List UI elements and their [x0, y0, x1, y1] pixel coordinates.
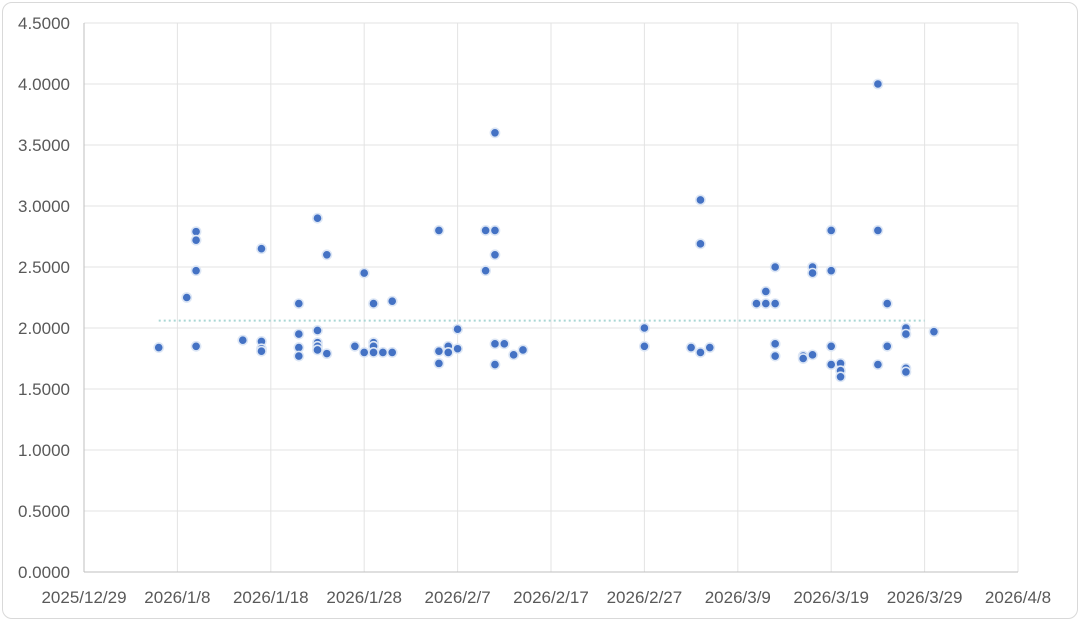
- data-point: [825, 265, 837, 277]
- data-point: [807, 267, 818, 279]
- data-point: [480, 224, 492, 236]
- data-point: [237, 334, 249, 346]
- data-point: [349, 340, 361, 352]
- data-point: [433, 345, 445, 357]
- y-tick-label: 3.5000: [18, 136, 70, 155]
- data-point: [639, 322, 650, 334]
- x-tick-label: 2026/3/9: [705, 588, 771, 607]
- data-point: [489, 338, 501, 350]
- data-point: [825, 359, 837, 370]
- data-point: [872, 359, 884, 370]
- y-tick-label: 0.5000: [18, 502, 70, 521]
- data-point: [881, 298, 893, 309]
- data-point: [256, 345, 267, 357]
- data-point: [312, 325, 323, 336]
- data-point: [900, 366, 912, 378]
- data-points: [153, 78, 940, 383]
- y-tick-label: 4.0000: [18, 75, 70, 94]
- data-point: [760, 298, 772, 309]
- y-tick-label: 2.5000: [18, 258, 70, 277]
- y-tick-labels: 0.0000 0.5000 1.0000 1.5000 2.0000 2.5000 3.00…: [18, 14, 70, 582]
- data-point: [256, 243, 267, 255]
- y-tick-label: 3.0000: [18, 197, 70, 216]
- y-tick-label: 1.5000: [18, 380, 70, 399]
- data-point: [190, 340, 202, 352]
- x-tick-label: 2026/1/28: [326, 588, 402, 607]
- y-tick-label: 1.0000: [18, 441, 70, 460]
- data-point: [498, 338, 510, 350]
- data-point: [312, 344, 323, 356]
- data-point: [489, 359, 501, 370]
- data-point: [825, 340, 837, 352]
- data-point: [358, 346, 370, 358]
- data-point: [489, 127, 501, 139]
- data-point: [293, 328, 305, 340]
- data-point: [489, 249, 501, 261]
- data-point: [872, 224, 884, 236]
- data-point: [807, 349, 818, 361]
- gridlines: [84, 22, 1019, 572]
- data-point: [769, 261, 781, 273]
- x-tick-label: 2026/3/19: [793, 588, 869, 607]
- data-point: [321, 348, 333, 360]
- data-point: [760, 285, 772, 297]
- x-tick-label: 2026/2/17: [513, 588, 589, 607]
- data-point: [358, 267, 370, 279]
- data-point: [928, 326, 940, 338]
- data-point: [751, 298, 762, 309]
- data-point: [433, 357, 445, 369]
- x-tick-label: 2026/1/8: [144, 588, 210, 607]
- x-tick-labels: 2025/12/29 2026/1/8 2026/1/18 2026/1/28 2026…: [41, 588, 1051, 607]
- data-point: [704, 342, 716, 353]
- data-point: [368, 298, 379, 309]
- data-point: [685, 342, 697, 353]
- data-point: [881, 340, 893, 352]
- data-point: [368, 346, 379, 358]
- x-tick-label: 2026/4/8: [985, 588, 1051, 607]
- data-point: [797, 353, 809, 364]
- data-point: [769, 350, 781, 362]
- axes: [83, 23, 1018, 573]
- data-point: [769, 338, 781, 350]
- data-point: [489, 224, 501, 236]
- data-point: [900, 328, 912, 340]
- data-point: [517, 344, 529, 356]
- data-point: [480, 265, 492, 277]
- data-point: [695, 194, 706, 206]
- y-tick-label: 4.5000: [18, 14, 70, 33]
- data-point: [695, 346, 706, 358]
- data-point: [190, 265, 202, 277]
- data-point: [769, 298, 781, 309]
- data-point: [452, 323, 463, 335]
- data-point: [452, 343, 463, 355]
- data-point: [872, 78, 884, 90]
- y-tick-label: 0.0000: [18, 563, 70, 582]
- data-point: [695, 238, 706, 250]
- data-point: [442, 346, 454, 358]
- x-tick-label: 2026/1/18: [233, 588, 309, 607]
- data-point: [293, 298, 305, 309]
- x-tick-label: 2025/12/29: [41, 588, 126, 607]
- data-point: [293, 350, 305, 362]
- data-point: [312, 212, 323, 224]
- y-tick-label: 2.0000: [18, 319, 70, 338]
- data-point: [825, 224, 837, 236]
- data-point: [386, 346, 398, 358]
- data-point: [433, 224, 445, 236]
- data-point: [181, 292, 193, 303]
- data-point: [639, 340, 650, 352]
- data-point: [321, 249, 333, 261]
- data-point: [835, 371, 846, 383]
- data-point: [377, 346, 389, 358]
- data-point: [153, 342, 165, 353]
- x-tick-label: 2026/2/27: [607, 588, 683, 607]
- data-point: [190, 234, 202, 246]
- data-point: [508, 349, 520, 361]
- x-tick-label: 2026/3/29: [887, 588, 963, 607]
- x-tick-label: 2026/2/7: [425, 588, 491, 607]
- data-point: [386, 295, 398, 307]
